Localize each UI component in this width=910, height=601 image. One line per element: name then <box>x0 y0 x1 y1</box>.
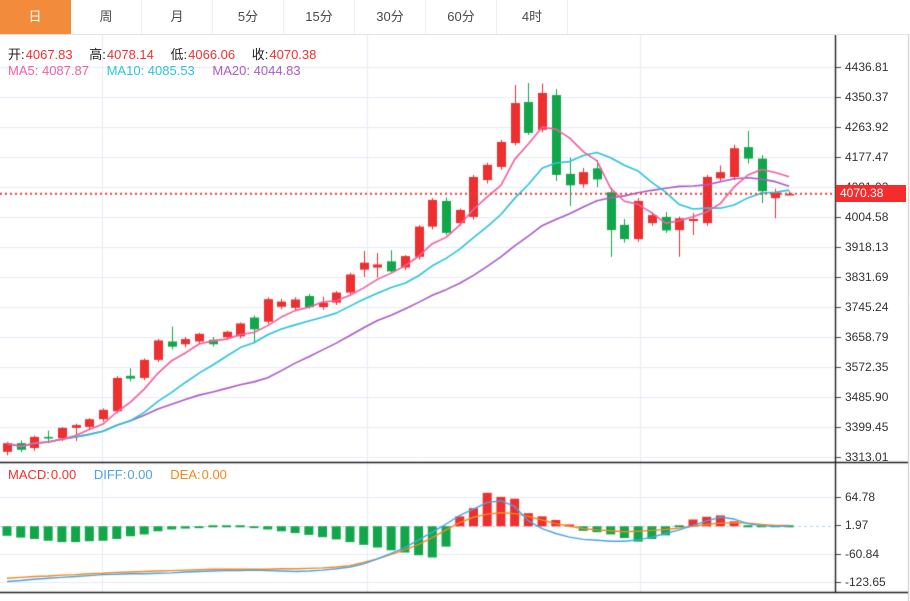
price-axis-tick-label: 3485.90 <box>845 389 889 404</box>
price-axis-tick-label: 4436.81 <box>845 59 889 74</box>
price-axis-tick-label: 3918.13 <box>845 239 889 254</box>
price-axis-tick-label: 4177.47 <box>845 149 889 164</box>
macd-label: MACD: <box>8 467 50 482</box>
tab-week[interactable]: 周 <box>71 0 142 34</box>
high-label: 高: <box>89 47 106 62</box>
open-label: 开: <box>8 47 25 62</box>
tab-4hour[interactable]: 4时 <box>497 0 568 34</box>
price-axis-tick-label: 3313.01 <box>845 449 889 464</box>
timeframe-tabbar: 日 周 月 5分 15分 30分 60分 4时 <box>0 0 910 35</box>
price-axis-tick-label: 3831.69 <box>845 269 889 284</box>
tab-15min[interactable]: 15分 <box>284 0 355 34</box>
tab-day[interactable]: 日 <box>0 0 71 34</box>
current-price-tag: 4070.38 <box>836 185 906 203</box>
ma-readout: MA5: 4087.87 MA10: 4085.53 MA20: 4044.83 <box>8 63 315 78</box>
ma5-value: 4087.87 <box>41 63 89 78</box>
price-axis-tick-label: 3658.79 <box>845 329 889 344</box>
dea-label: DEA: <box>170 467 201 482</box>
price-axis-tick-label: 4350.37 <box>845 89 889 104</box>
low-value: 4066.06 <box>188 47 236 62</box>
diff-label: DIFF: <box>93 467 127 482</box>
tab-60min[interactable]: 60分 <box>426 0 497 34</box>
macd-axis-tick-label: -123.65 <box>845 575 886 590</box>
dea-value: 0.00 <box>201 467 227 482</box>
low-label: 低: <box>170 47 188 62</box>
ohlc-readout: 开:4067.83 高:4078.14 低:4066.06 收:4070.38 <box>8 44 329 63</box>
price-axis-tick-label: 4004.58 <box>845 209 889 224</box>
price-axis-tick-label: 3399.45 <box>845 419 889 434</box>
ma10-value: 4085.53 <box>147 63 195 78</box>
ma20-value: 4044.83 <box>253 63 301 78</box>
macd-axis-tick-label: 64.78 <box>845 490 876 504</box>
diff-value: 0.00 <box>127 467 153 482</box>
ma20-label: MA20: <box>212 63 250 78</box>
open-value: 4067.83 <box>25 47 73 62</box>
macd-readout: MACD:0.00 DIFF:0.00 DEA:0.00 <box>8 467 241 482</box>
macd-axis-tick-label: -60.84 <box>845 546 880 561</box>
macd-value: 0.00 <box>50 467 77 482</box>
tab-5min[interactable]: 5分 <box>213 0 284 34</box>
price-axis-tick-label: 4263.92 <box>845 119 889 134</box>
ma10-label: MA10: <box>106 63 145 78</box>
tab-month[interactable]: 月 <box>142 0 213 34</box>
price-axis-tick-label: 3745.24 <box>845 299 889 314</box>
macd-axis-tick-label: 1.97 <box>845 518 869 533</box>
ma5-label: MA5: <box>8 63 39 78</box>
close-label: 收: <box>251 47 269 62</box>
price-axis-tick-label: 3572.35 <box>845 359 889 374</box>
high-value: 4078.14 <box>106 47 154 62</box>
tab-30min[interactable]: 30分 <box>355 0 426 34</box>
close-value: 4070.38 <box>269 47 317 62</box>
